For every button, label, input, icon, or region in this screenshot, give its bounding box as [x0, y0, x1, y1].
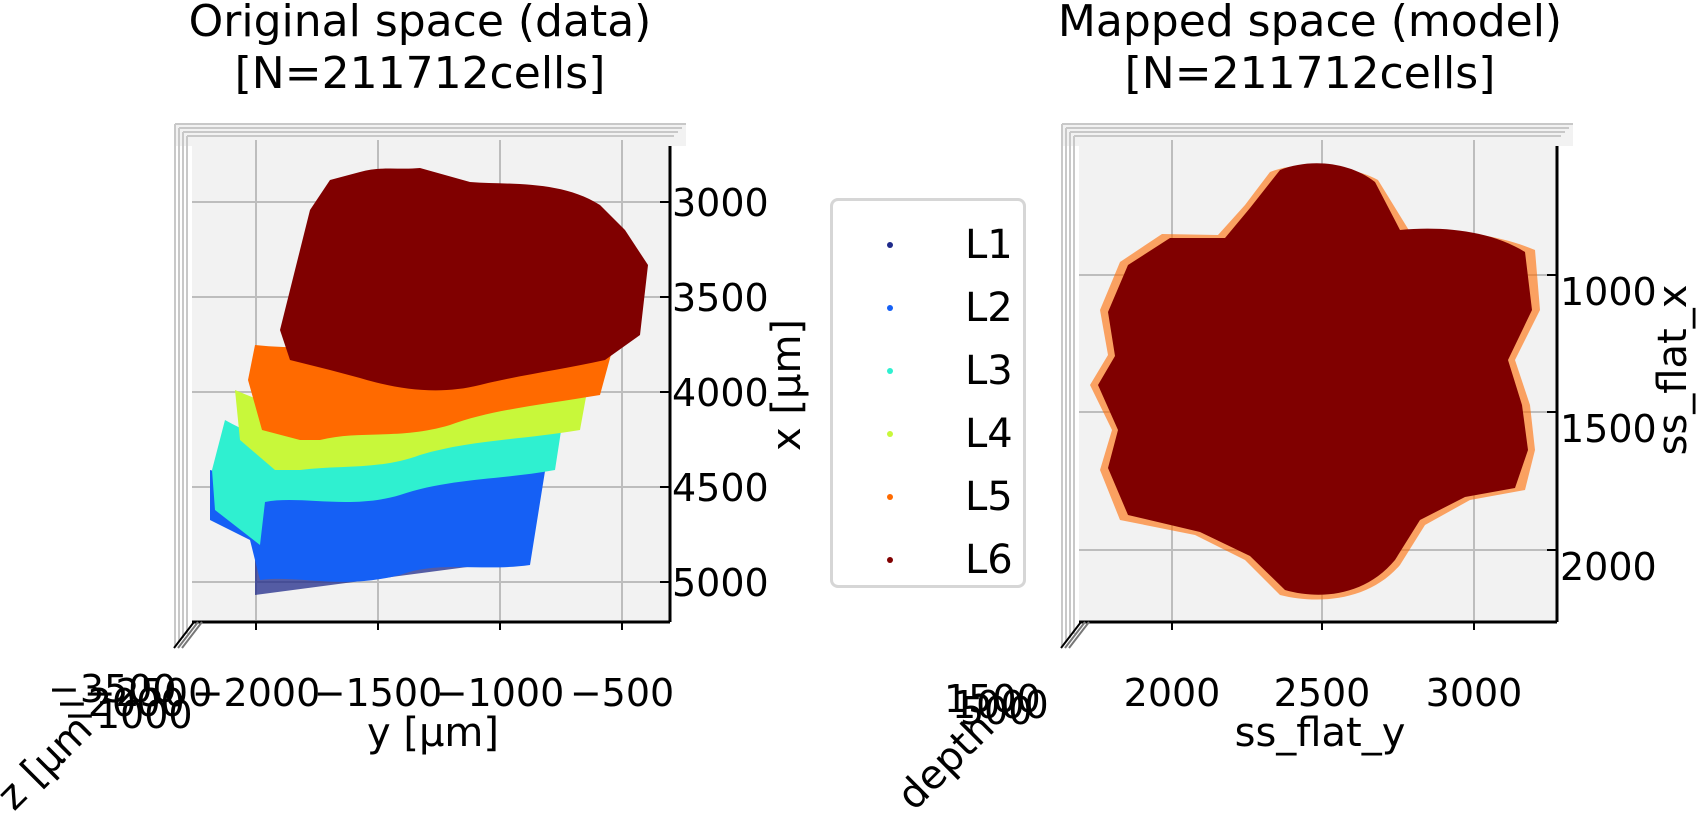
right-scatter-layers	[1090, 163, 1540, 600]
left-chart-title: Original space (data) [N=211712cells]	[188, 0, 652, 99]
legend-item-L5: L5	[833, 477, 1023, 517]
right-ztick-label: 1500	[944, 677, 1041, 721]
left-z-ticks: −3500 −2000 −1000	[48, 667, 193, 737]
right-ytick-label: 2000	[1560, 545, 1657, 589]
legend-item-L2: L2	[833, 288, 1023, 328]
legend-label: L1	[965, 222, 1013, 268]
right-x-ticks: 2000 2500 3000	[1124, 622, 1523, 715]
left-xtick-label: −2500	[84, 671, 213, 715]
legend-item-L4: L4	[833, 414, 1023, 454]
legend-item-L1: L1	[833, 225, 1023, 265]
right-ytick-label: 1000	[1560, 270, 1657, 314]
left-y-ticks: 3000 3500 4000 4500 5000	[660, 181, 769, 605]
right-chart-title: Mapped space (model) [N=211712cells]	[1057, 0, 1563, 99]
legend-label: L6	[965, 537, 1013, 583]
legend-marker	[887, 368, 893, 374]
legend-label: L4	[965, 411, 1013, 457]
legend-label: L2	[965, 285, 1013, 331]
left-xtick-label: −500	[570, 671, 674, 715]
left-ytick-label: 4000	[672, 371, 769, 415]
legend-label: L5	[965, 474, 1013, 520]
right-x-axis-label: ss_flat_y	[1235, 710, 1406, 756]
left-x-ticks: −2500 −2000 −1500 −1000 −500	[84, 622, 674, 715]
right-y-axis-label: ss_flat_x	[1650, 285, 1696, 456]
legend-item-L6: L6	[833, 540, 1023, 580]
right-ytick-label: 1500	[1560, 407, 1657, 451]
left-ytick-label: 5000	[672, 561, 769, 605]
legend-marker	[887, 305, 893, 311]
right-xtick-label: 2000	[1124, 671, 1221, 715]
left-scatter-layers	[210, 168, 648, 595]
left-ytick-label: 4500	[672, 466, 769, 510]
left-ytick-label: 3500	[672, 276, 769, 320]
legend: L1 L2 L3 L4 L5 L6	[830, 198, 1026, 588]
left-ytick-label: 3000	[672, 181, 769, 225]
right-ztick-label: 1000	[952, 683, 1049, 727]
legend-marker	[887, 557, 893, 563]
right-ztick-label: 500	[960, 689, 1033, 733]
series-L6-points	[1098, 163, 1532, 595]
right-xtick-label: 3000	[1426, 671, 1523, 715]
left-xtick-label: −2000	[192, 671, 321, 715]
legend-marker	[887, 242, 893, 248]
left-ztick-label: −3500	[48, 667, 177, 711]
legend-marker	[887, 431, 893, 437]
right-y-ticks: 1000 1500 2000	[1547, 270, 1657, 589]
legend-item-L3: L3	[833, 351, 1023, 391]
right-xtick-label: 2500	[1274, 671, 1371, 715]
right-z-ticks: 1500 1000 500	[944, 677, 1049, 733]
left-xtick-label: −1000	[436, 671, 565, 715]
left-y-axis-label: x [μm]	[764, 319, 810, 451]
legend-label: L3	[965, 348, 1013, 394]
left-xtick-label: −1500	[314, 671, 443, 715]
legend-marker	[887, 494, 893, 500]
left-ztick-label: −2000	[56, 681, 185, 725]
series-L6-points	[280, 168, 648, 391]
left-ztick-label: −1000	[64, 693, 193, 737]
left-x-axis-label: y [μm]	[367, 710, 499, 756]
